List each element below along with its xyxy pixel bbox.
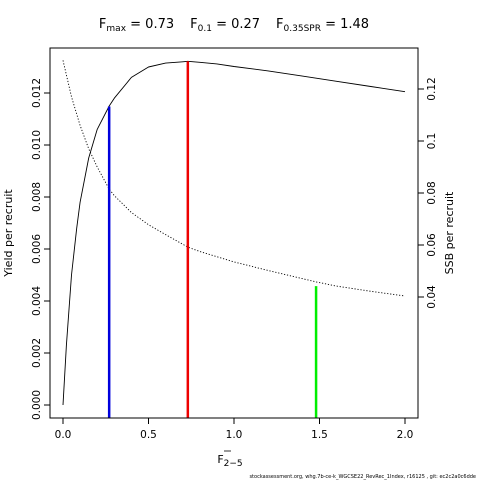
y-axis-right-label: SSB per recruit <box>443 191 456 274</box>
y-axis-left: 0.000 0.002 0.004 0.006 0.008 0.010 0.012 <box>31 78 51 420</box>
y-right-tick-label: 0.06 <box>426 233 438 257</box>
y-left-tick-label: 0.008 <box>31 182 43 212</box>
y-left-tick-label: 0.002 <box>31 338 43 368</box>
title-f035-sub: 0.35SPR <box>284 24 321 34</box>
y-right-tick-label: 0.12 <box>426 77 438 100</box>
title-f01-label: F <box>190 17 197 32</box>
ssb-per-recruit-line <box>62 60 406 297</box>
y-left-tick-label: 0.010 <box>31 130 43 160</box>
footnote: stockassessment.org, whg.7b-ce-k_WGCSE22… <box>249 474 476 480</box>
plot-frame <box>49 47 419 419</box>
y-right-tick-label: 0.04 <box>426 285 438 309</box>
series-layer <box>62 60 406 406</box>
y-left-tick-label: 0.006 <box>31 234 43 264</box>
y-left-tick-label: 0.000 <box>31 390 43 420</box>
title-f01-sub: 0.1 <box>198 24 212 34</box>
yield-per-recruit-line <box>62 60 406 406</box>
x-tick-label: 2.0 <box>397 429 414 441</box>
x-tick-label: 0.5 <box>140 429 157 441</box>
x-axis-label-sub: 2−5 <box>224 459 243 469</box>
y-left-tick-label: 0.004 <box>31 286 43 316</box>
title-fmax-sub: max <box>106 24 126 34</box>
title-fmax-label: F <box>99 17 106 32</box>
title-fmax-eq: = 0.73 <box>126 17 174 32</box>
x-axis-label-main: F <box>217 453 223 466</box>
x-tick-label: 0.0 <box>55 429 72 441</box>
x-tick-label: 1.5 <box>311 429 328 441</box>
x-tick-label: 1.0 <box>226 429 243 441</box>
chart-title: Fmax = 0.73 F0.1 = 0.27 F0.35SPR = 1.48 <box>99 17 369 34</box>
x-axis: 0.0 0.5 1.0 1.5 2.0 <box>55 417 414 441</box>
y-axis-left-label: Yield per recruit <box>2 189 15 278</box>
reference-lines <box>107 61 318 418</box>
title-f01-eq: = 0.27 <box>212 17 260 32</box>
y-left-tick-label: 0.012 <box>31 78 43 108</box>
y-axis-right: 0.04 0.06 0.08 0.1 0.12 <box>417 77 438 309</box>
x-axis-label: F2−5 <box>217 453 242 469</box>
y-right-tick-label: 0.1 <box>426 133 438 150</box>
y-right-tick-label: 0.08 <box>426 181 438 204</box>
title-f035-label: F <box>276 17 283 32</box>
title-f035-eq: = 1.48 <box>321 17 369 32</box>
